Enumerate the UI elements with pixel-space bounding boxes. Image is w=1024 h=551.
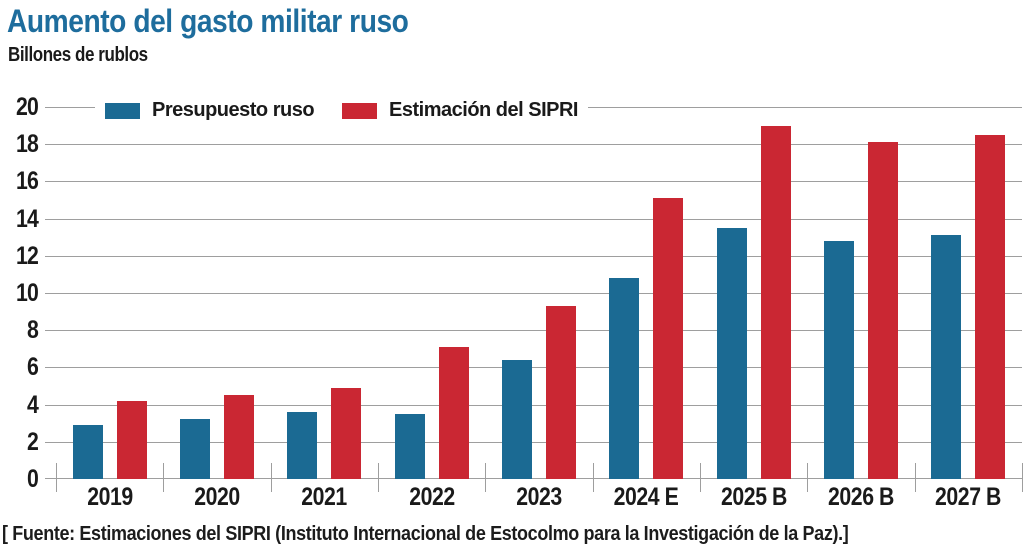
legend-label-estimaci-n-del-sipri: Estimación del SIPRI [389,99,578,121]
bar-presupuesto-ruso-2026-b [824,241,854,479]
y-tick-label: 18 [16,130,39,158]
bar-estimaci-n-del-sipri-2027-b [975,135,1005,479]
bar-presupuesto-ruso-2027-b [931,235,961,479]
legend-item-estimaci-n-del-sipri: Estimación del SIPRI [342,99,578,122]
bar-presupuesto-ruso-2020 [180,419,210,479]
x-tick-label-2019: 2019 [87,483,133,511]
x-axis-tick [163,463,164,492]
bar-presupuesto-ruso-2022 [395,414,425,479]
x-axis-tick [700,463,701,492]
legend-item-presupuesto-ruso: Presupuesto ruso [105,99,315,122]
legend-swatch-estimaci-n-del-sipri [342,102,378,119]
x-axis-tick [485,463,486,492]
legend-swatch-presupuesto-ruso [105,102,140,119]
x-tick-label-2027-b: 2027 B [935,483,1001,511]
x-tick-label-2025-b: 2025 B [721,483,787,511]
bar-presupuesto-ruso-2019 [73,425,103,479]
gridline-y-18 [45,144,1022,145]
bar-estimaci-n-del-sipri-2021 [331,388,361,479]
y-tick-label: 2 [27,428,39,456]
bar-presupuesto-ruso-2021 [287,412,317,479]
x-axis-labels: 2019 2020 2021 2022 2023 2024 E 2025 B 2026 B 20… [45,482,1022,512]
x-axis-tick [915,463,916,492]
bar-estimaci-n-del-sipri-2023 [546,306,576,479]
y-tick-label: 0 [27,465,39,493]
gridline-y-4 [45,405,1022,406]
bar-estimaci-n-del-sipri-2024-e [653,198,683,479]
y-tick-label: 14 [16,205,39,233]
chart-title: Aumento del gasto militar ruso [7,3,409,39]
x-tick-label-2024-e: 2024 E [613,483,679,511]
x-tick-label-2021: 2021 [301,483,347,511]
x-axis-tick [271,463,272,492]
y-tick-label: 16 [16,167,39,195]
gridline-y-2 [45,442,1022,443]
bar-estimaci-n-del-sipri-2019 [117,401,147,479]
bar-estimaci-n-del-sipri-2020 [224,395,254,479]
y-tick-label: 8 [27,316,39,344]
gridline-y-10 [45,293,1022,294]
chart-subtitle-y-units: Billones de rublos [8,44,148,66]
source-note: [ Fuente: Estimaciones del SIPRI (Instit… [2,523,849,545]
bar-presupuesto-ruso-2025-b [717,228,747,479]
x-tick-label-2022: 2022 [409,483,455,511]
y-tick-label: 6 [27,353,39,381]
gridline-y-12 [45,256,1022,257]
bar-estimaci-n-del-sipri-2025-b [761,126,791,479]
bar-presupuesto-ruso-2023 [502,360,532,479]
y-tick-label: 10 [16,279,39,307]
y-tick-label: 12 [16,242,39,270]
gridline-y-14 [45,219,1022,220]
plot-area: Presupuesto ruso Estimación del SIPRI [45,96,1023,492]
y-tick-label: 20 [16,93,39,121]
legend-label-presupuesto-ruso: Presupuesto ruso [152,99,315,121]
x-axis-tick [56,463,57,492]
y-axis-labels: 20 18 16 14 12 10 8 6 4 2 0 [0,93,39,493]
x-axis-tick [1022,463,1023,492]
x-axis-tick [378,463,379,492]
gridline-y-16 [45,181,1022,182]
bar-estimaci-n-del-sipri-2026-b [868,142,898,479]
bar-presupuesto-ruso-2024-e [609,278,639,479]
gridline-y-8 [45,330,1022,331]
bar-estimaci-n-del-sipri-2022 [439,347,469,479]
x-tick-label-2023: 2023 [516,483,562,511]
gridline-y-0 [45,478,1022,479]
legend: Presupuesto ruso Estimación del SIPRI [95,96,588,125]
x-axis-tick [807,463,808,492]
y-tick-label: 4 [27,391,39,419]
gridline-y-6 [45,367,1022,368]
x-axis-tick [593,463,594,492]
x-tick-label-2020: 2020 [194,483,240,511]
x-tick-label-2026-b: 2026 B [828,483,894,511]
